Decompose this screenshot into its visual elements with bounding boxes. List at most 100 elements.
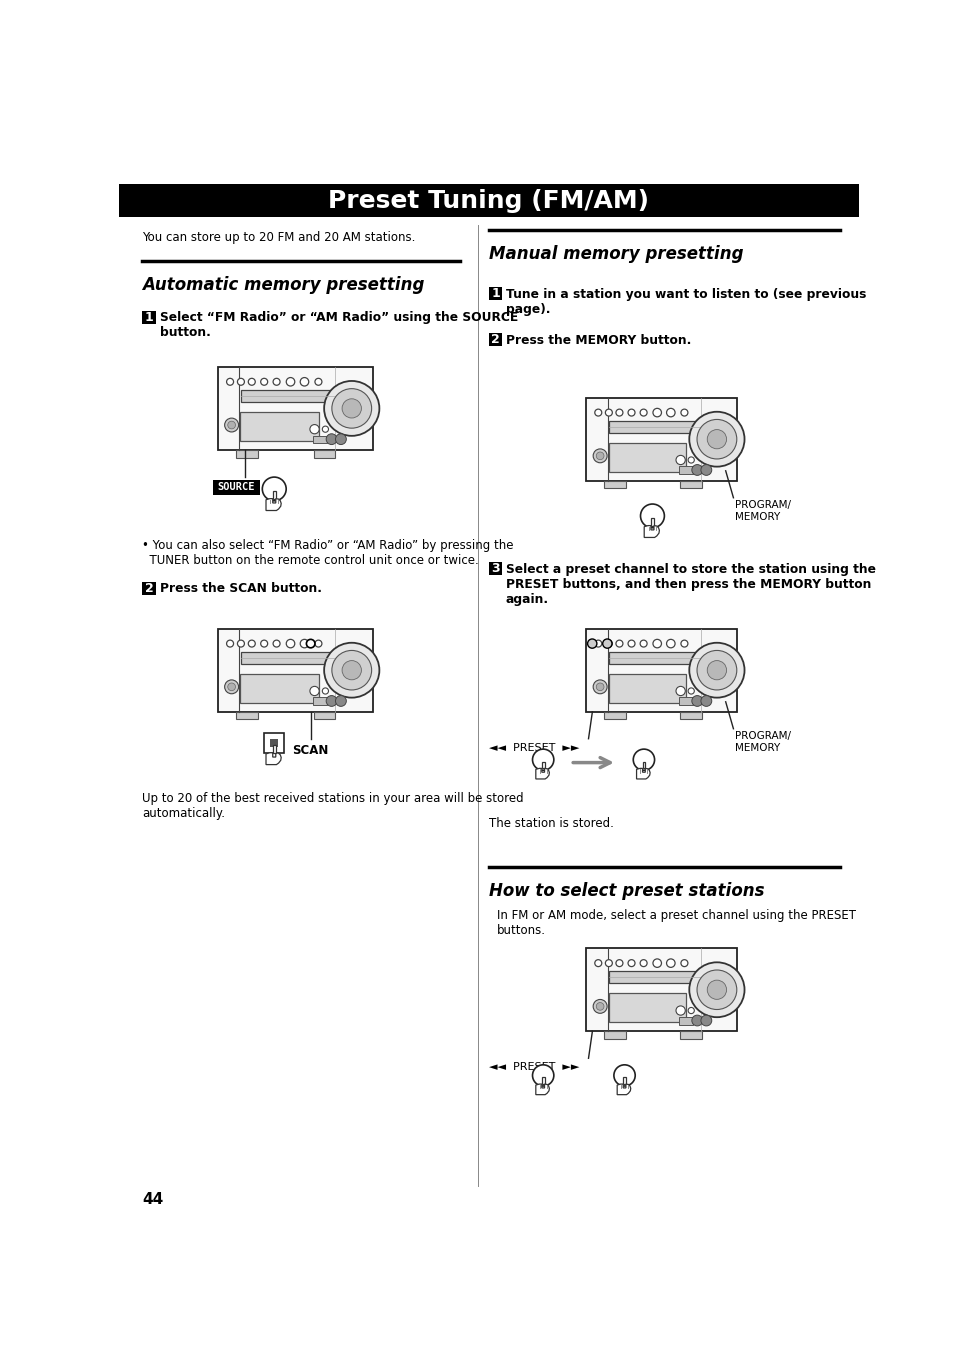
Circle shape <box>237 378 244 385</box>
Circle shape <box>706 429 726 448</box>
Circle shape <box>273 378 280 385</box>
Circle shape <box>687 456 694 463</box>
Circle shape <box>697 651 736 690</box>
FancyBboxPatch shape <box>314 711 335 720</box>
FancyBboxPatch shape <box>679 1031 700 1040</box>
FancyBboxPatch shape <box>488 563 501 575</box>
Text: Preset Tuning (FM/AM): Preset Tuning (FM/AM) <box>328 189 649 212</box>
Polygon shape <box>536 768 549 779</box>
Circle shape <box>593 450 606 463</box>
Circle shape <box>227 640 233 647</box>
Circle shape <box>273 640 280 647</box>
Text: You can store up to 20 FM and 20 AM stations.: You can store up to 20 FM and 20 AM stat… <box>142 231 416 244</box>
Circle shape <box>314 378 321 385</box>
Text: Select “FM Radio” or “AM Radio” using the SOURCE
button.: Select “FM Radio” or “AM Radio” using th… <box>159 312 517 339</box>
FancyBboxPatch shape <box>585 398 737 481</box>
Text: 44: 44 <box>142 1192 164 1207</box>
Polygon shape <box>273 491 275 498</box>
FancyBboxPatch shape <box>241 390 336 402</box>
Circle shape <box>532 1065 554 1085</box>
Circle shape <box>691 464 702 475</box>
Circle shape <box>652 408 660 417</box>
FancyBboxPatch shape <box>609 652 702 664</box>
Circle shape <box>700 695 711 706</box>
FancyBboxPatch shape <box>608 443 685 471</box>
Circle shape <box>652 958 660 968</box>
Circle shape <box>613 1065 635 1085</box>
FancyBboxPatch shape <box>213 481 259 494</box>
Text: Press the SCAN button.: Press the SCAN button. <box>159 582 321 595</box>
Circle shape <box>262 477 286 501</box>
Circle shape <box>342 398 361 418</box>
Circle shape <box>237 640 244 647</box>
Text: Manual memory presetting: Manual memory presetting <box>488 246 742 263</box>
Text: SCAN: SCAN <box>293 744 329 757</box>
Circle shape <box>605 409 612 416</box>
FancyBboxPatch shape <box>609 421 702 432</box>
Circle shape <box>680 640 687 647</box>
Circle shape <box>260 640 268 647</box>
Circle shape <box>676 686 684 695</box>
FancyBboxPatch shape <box>119 184 858 217</box>
Circle shape <box>602 639 612 648</box>
Circle shape <box>596 1003 603 1010</box>
Circle shape <box>700 1015 711 1026</box>
FancyBboxPatch shape <box>609 972 702 983</box>
Circle shape <box>691 1015 702 1026</box>
Circle shape <box>594 409 601 416</box>
Circle shape <box>260 378 268 385</box>
Text: Press the MEMORY button.: Press the MEMORY button. <box>505 333 691 347</box>
Circle shape <box>594 640 601 647</box>
Circle shape <box>627 960 635 967</box>
FancyBboxPatch shape <box>585 948 737 1031</box>
FancyBboxPatch shape <box>236 711 257 720</box>
FancyBboxPatch shape <box>603 481 625 489</box>
Circle shape <box>532 749 554 771</box>
FancyBboxPatch shape <box>240 412 319 440</box>
Circle shape <box>227 378 233 385</box>
Circle shape <box>306 640 314 648</box>
Circle shape <box>605 640 612 647</box>
Circle shape <box>706 980 726 999</box>
Text: SOURCE: SOURCE <box>217 482 254 493</box>
Circle shape <box>680 960 687 967</box>
Circle shape <box>676 455 684 464</box>
Text: How to select preset stations: How to select preset stations <box>488 882 763 900</box>
Circle shape <box>616 409 622 416</box>
Text: ◄◄  PRESET  ►►: ◄◄ PRESET ►► <box>488 743 578 752</box>
Circle shape <box>666 958 675 968</box>
Text: PROGRAM/
MEMORY: PROGRAM/ MEMORY <box>734 732 790 753</box>
FancyBboxPatch shape <box>488 286 501 300</box>
Circle shape <box>666 408 675 417</box>
FancyBboxPatch shape <box>241 652 336 664</box>
Circle shape <box>639 504 663 528</box>
Text: Automatic memory presetting: Automatic memory presetting <box>142 275 424 294</box>
Circle shape <box>616 960 622 967</box>
Circle shape <box>616 640 622 647</box>
FancyBboxPatch shape <box>679 467 692 474</box>
Circle shape <box>593 680 606 694</box>
Circle shape <box>324 381 379 436</box>
Circle shape <box>300 378 309 386</box>
Circle shape <box>228 421 235 429</box>
Circle shape <box>326 695 336 706</box>
FancyBboxPatch shape <box>236 450 257 458</box>
Circle shape <box>335 695 346 706</box>
FancyBboxPatch shape <box>217 367 373 450</box>
Circle shape <box>332 651 372 690</box>
FancyBboxPatch shape <box>142 582 155 595</box>
Circle shape <box>314 640 321 647</box>
Text: Up to 20 of the best received stations in your area will be stored
automatically: Up to 20 of the best received stations i… <box>142 792 523 819</box>
Text: In FM or AM mode, select a preset channel using the PRESET
buttons.: In FM or AM mode, select a preset channe… <box>497 909 855 937</box>
Circle shape <box>248 640 255 647</box>
Circle shape <box>639 960 646 967</box>
Circle shape <box>666 640 675 648</box>
FancyBboxPatch shape <box>313 436 327 443</box>
FancyBboxPatch shape <box>270 740 278 747</box>
FancyBboxPatch shape <box>608 994 685 1022</box>
Polygon shape <box>650 518 654 525</box>
Text: 2: 2 <box>145 582 153 595</box>
Circle shape <box>593 999 606 1014</box>
Circle shape <box>596 452 603 460</box>
Circle shape <box>639 640 646 647</box>
